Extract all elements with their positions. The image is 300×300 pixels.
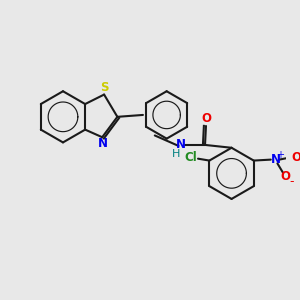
Text: -: - [290, 175, 294, 188]
Text: Cl: Cl [184, 151, 197, 164]
Text: O: O [291, 151, 300, 164]
Text: O: O [201, 112, 211, 125]
Text: N: N [271, 153, 281, 166]
Text: +: + [276, 150, 284, 160]
Text: S: S [100, 81, 108, 94]
Text: N: N [98, 137, 108, 150]
Text: N: N [176, 138, 186, 152]
Text: O: O [280, 170, 290, 183]
Text: H: H [172, 149, 180, 159]
